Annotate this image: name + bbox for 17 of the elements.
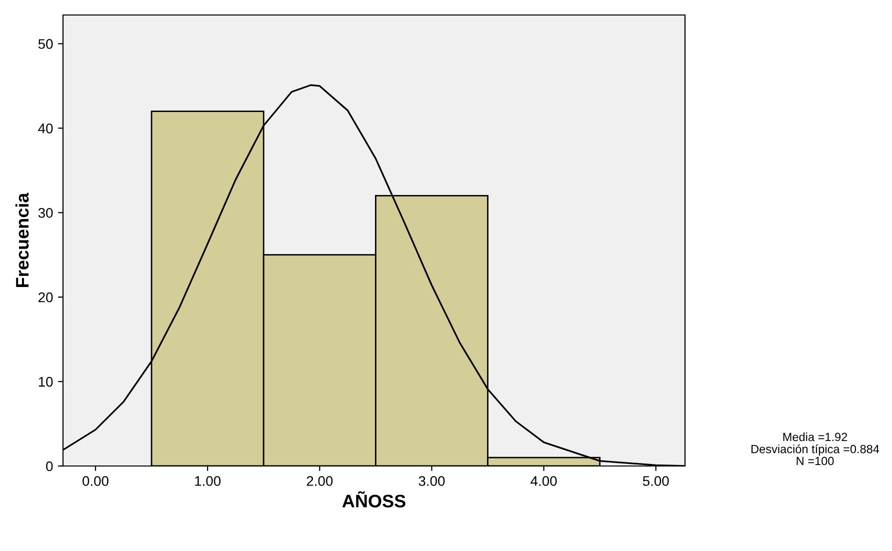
y-tick-label: 40	[38, 124, 53, 134]
y-tick-label: 0	[46, 461, 53, 472]
y-tick-label: 10	[38, 376, 53, 387]
text: Desviación típica =0.884	[751, 444, 880, 456]
y-tick-label: 50	[38, 39, 53, 49]
x-axis-title: AÑOSS	[342, 491, 406, 508]
y-axis-title: Frecuencia	[15, 192, 29, 287]
text: Media =1.92	[783, 432, 848, 442]
x-tick-label: 0.00	[82, 476, 108, 486]
text: N =100	[796, 456, 834, 466]
x-tick-label: 3.00	[418, 476, 445, 486]
x-tick-label: 5.00	[642, 476, 669, 486]
x-tick-label: 4.00	[530, 476, 557, 486]
x-tick-label: 2.00	[306, 476, 333, 486]
y-tick-label: 20	[38, 292, 53, 302]
y-tick-label: 30	[38, 208, 53, 218]
x-tick-label: 1.00	[195, 476, 221, 486]
